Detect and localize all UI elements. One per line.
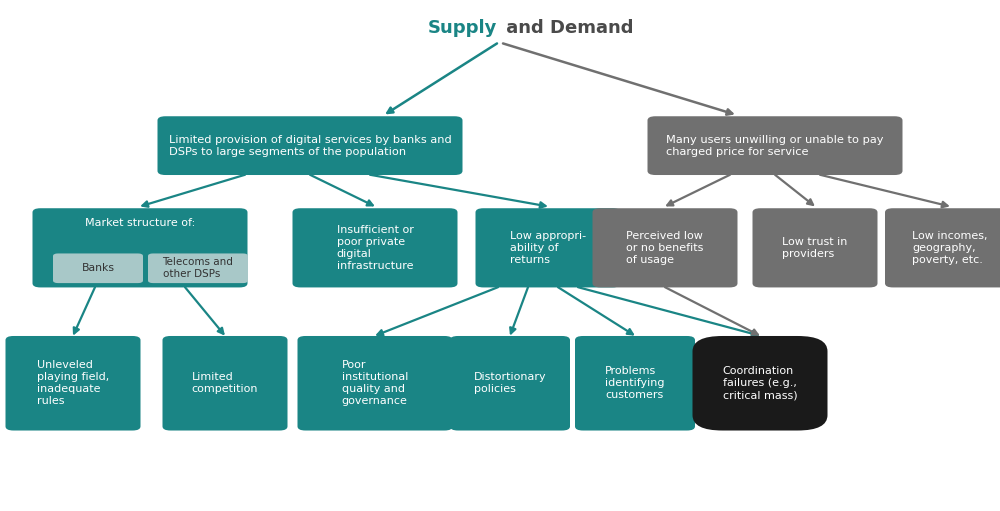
FancyBboxPatch shape bbox=[575, 336, 695, 430]
Text: Poor
institutional
quality and
governance: Poor institutional quality and governanc… bbox=[342, 360, 408, 406]
Text: Low trust in
providers: Low trust in providers bbox=[782, 237, 848, 259]
FancyBboxPatch shape bbox=[158, 117, 462, 175]
FancyBboxPatch shape bbox=[648, 117, 902, 175]
FancyBboxPatch shape bbox=[53, 253, 143, 283]
Text: Coordination
failures (e.g.,
critical mass): Coordination failures (e.g., critical ma… bbox=[723, 366, 797, 400]
FancyBboxPatch shape bbox=[592, 208, 738, 287]
FancyBboxPatch shape bbox=[148, 253, 248, 283]
FancyBboxPatch shape bbox=[162, 336, 288, 430]
FancyBboxPatch shape bbox=[753, 208, 878, 287]
Text: Market structure of:: Market structure of: bbox=[85, 219, 195, 228]
FancyBboxPatch shape bbox=[692, 336, 828, 430]
Text: Low incomes,
geography,
poverty, etc.: Low incomes, geography, poverty, etc. bbox=[912, 231, 988, 265]
Text: Limited provision of digital services by banks and
DSPs to large segments of the: Limited provision of digital services by… bbox=[169, 134, 451, 157]
Text: Limited
competition: Limited competition bbox=[192, 372, 258, 394]
Text: and Demand: and Demand bbox=[500, 19, 634, 37]
Text: Problems
identifying
customers: Problems identifying customers bbox=[605, 366, 665, 400]
Text: Unleveled
playing field,
inadequate
rules: Unleveled playing field, inadequate rule… bbox=[37, 360, 109, 406]
FancyBboxPatch shape bbox=[298, 336, 452, 430]
Text: Low appropri-
ability of
returns: Low appropri- ability of returns bbox=[510, 231, 586, 265]
Text: Supply: Supply bbox=[428, 19, 497, 37]
FancyBboxPatch shape bbox=[885, 208, 1000, 287]
Text: Distortionary
policies: Distortionary policies bbox=[474, 372, 546, 394]
Text: Banks: Banks bbox=[82, 263, 114, 273]
Text: Telecoms and
other DSPs: Telecoms and other DSPs bbox=[163, 257, 233, 280]
FancyBboxPatch shape bbox=[476, 208, 620, 287]
FancyBboxPatch shape bbox=[5, 336, 140, 430]
FancyBboxPatch shape bbox=[33, 208, 248, 287]
Text: Perceived low
or no benefits
of usage: Perceived low or no benefits of usage bbox=[626, 231, 704, 265]
Text: Many users unwilling or unable to pay
charged price for service: Many users unwilling or unable to pay ch… bbox=[666, 134, 884, 157]
Text: Insufficient or
poor private
digital
infrastructure: Insufficient or poor private digital inf… bbox=[337, 225, 413, 271]
FancyBboxPatch shape bbox=[292, 208, 458, 287]
FancyBboxPatch shape bbox=[450, 336, 570, 430]
